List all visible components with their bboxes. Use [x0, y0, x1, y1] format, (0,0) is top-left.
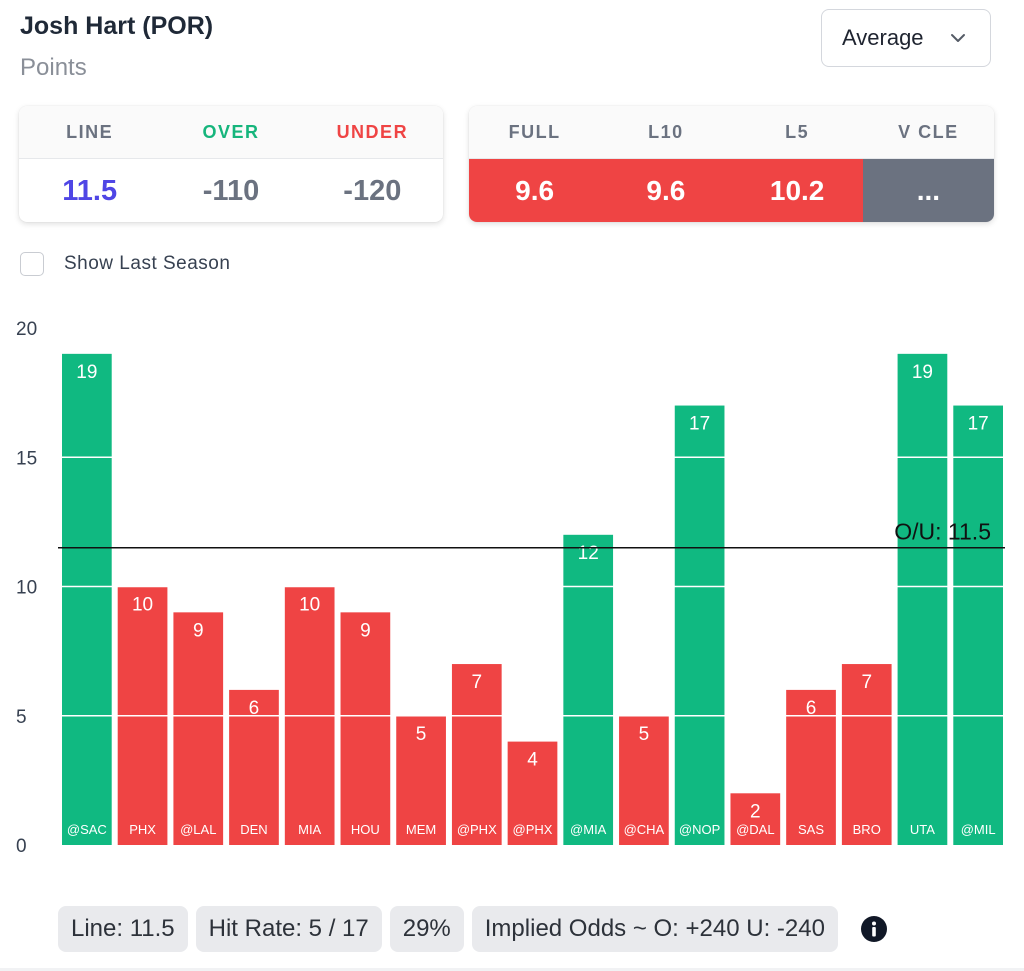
bar: [507, 741, 558, 845]
over-header: OVER: [202, 121, 260, 142]
summary-footer: Line: 11.5 Hit Rate: 5 / 17 29% Implied …: [58, 906, 888, 952]
bar-category-label: MEM: [406, 822, 436, 837]
under-header: UNDER: [336, 121, 409, 142]
bar-category-label: @NOP: [679, 822, 720, 837]
bar-category-label: @PHX: [513, 822, 553, 837]
info-icon[interactable]: [860, 915, 888, 943]
bar-value-label: 5: [416, 724, 427, 745]
show-last-season-checkbox[interactable]: [20, 252, 44, 276]
bar: [619, 715, 669, 845]
over-odds: -110: [202, 174, 260, 207]
bar-category-label: @MIL: [961, 822, 996, 837]
bar: [953, 405, 1003, 845]
l5-average: 10.2: [731, 159, 863, 222]
bar-category-label: @PHX: [457, 822, 497, 837]
bar: [62, 353, 112, 845]
chevron-down-icon: [951, 34, 965, 42]
show-last-season-label: Show Last Season: [64, 253, 231, 274]
bar: [451, 664, 502, 845]
bar-value-label: 9: [193, 620, 204, 641]
bar: [730, 793, 781, 845]
dropdown-value: Average: [842, 25, 924, 50]
bottom-divider: [0, 968, 1024, 971]
y-tick-label: 15: [16, 448, 37, 469]
full-average: 9.6: [469, 159, 601, 222]
bar-value-label: 10: [132, 595, 153, 616]
under-odds: -120: [343, 174, 402, 207]
l5-header: L5: [785, 121, 810, 142]
bar-category-label: @DAL: [736, 822, 775, 837]
ou-line-label: O/U: 11.5: [894, 519, 991, 545]
averages-card: FULL L10 L5 V CLE 9.6 9.6 10.2 ...: [469, 106, 994, 222]
bar-value-label: 17: [968, 414, 989, 435]
bar-value-label: 10: [299, 595, 320, 616]
bar-category-label: UTA: [910, 822, 935, 837]
bar-category-label: @MIA: [570, 822, 607, 837]
l10-average: 9.6: [600, 159, 732, 222]
y-tick-label: 20: [16, 319, 37, 340]
bar: [674, 405, 725, 845]
vs-opponent-average: ...: [862, 159, 994, 222]
bar-category-label: PHX: [129, 822, 156, 837]
bar-value-label: 17: [689, 414, 710, 435]
bar-value-label: 19: [912, 362, 933, 383]
bar: [841, 664, 892, 845]
l10-header: L10: [648, 121, 684, 142]
bar-category-label: @CHA: [624, 822, 665, 837]
bar: [340, 612, 391, 845]
bar-category-label: @SAC: [67, 822, 107, 837]
y-tick-label: 10: [16, 578, 37, 599]
bar: [173, 612, 224, 845]
bar-category-label: HOU: [351, 822, 380, 837]
bar-value-label: 6: [806, 698, 817, 719]
player-title: Josh Hart (POR): [20, 12, 214, 40]
bar-value-label: 19: [76, 362, 97, 383]
bar-value-label: 7: [472, 672, 483, 693]
points-bar-chart: 0 5 10 15 20 19 @SAC 10 PHX 9 @LAL 6 DEN 10 MIA 9 HOU 5 ME…: [16, 319, 1005, 857]
bar-category-label: BRO: [853, 822, 881, 837]
bar-value-label: 2: [750, 801, 761, 822]
line-pill: Line: 11.5: [58, 906, 188, 952]
implied-odds-pill: Implied Odds ~ O: +240 U: -240: [471, 906, 838, 952]
bar: [563, 534, 614, 845]
line-header: LINE: [66, 121, 114, 142]
stat-subtitle: Points: [20, 54, 87, 81]
bar-value-label: 5: [639, 724, 650, 745]
bar-value-label: 4: [527, 750, 538, 771]
bar: [396, 715, 446, 845]
bar-value-label: 7: [861, 672, 872, 693]
full-header: FULL: [508, 121, 561, 142]
hit-percent-pill: 29%: [389, 906, 464, 952]
bar-value-label: 6: [249, 698, 260, 719]
average-dropdown[interactable]: Average: [821, 9, 991, 67]
bar-value-label: 9: [360, 620, 371, 641]
hit-rate-pill: Hit Rate: 5 / 17: [195, 906, 382, 952]
y-tick-label: 5: [16, 707, 27, 728]
bar-category-label: MIA: [298, 822, 321, 837]
vs-opponent-header: V CLE: [898, 121, 959, 142]
bar: [897, 353, 948, 845]
y-tick-label: 0: [16, 836, 27, 857]
bar-category-label: @LAL: [180, 822, 216, 837]
line-odds-card: LINE OVER UNDER 11.5 -110 -120: [19, 106, 443, 222]
bar-value-label: 12: [578, 543, 599, 564]
line-value: 11.5: [62, 174, 118, 207]
bar-category-label: SAS: [798, 822, 824, 837]
bar-category-label: DEN: [240, 822, 267, 837]
